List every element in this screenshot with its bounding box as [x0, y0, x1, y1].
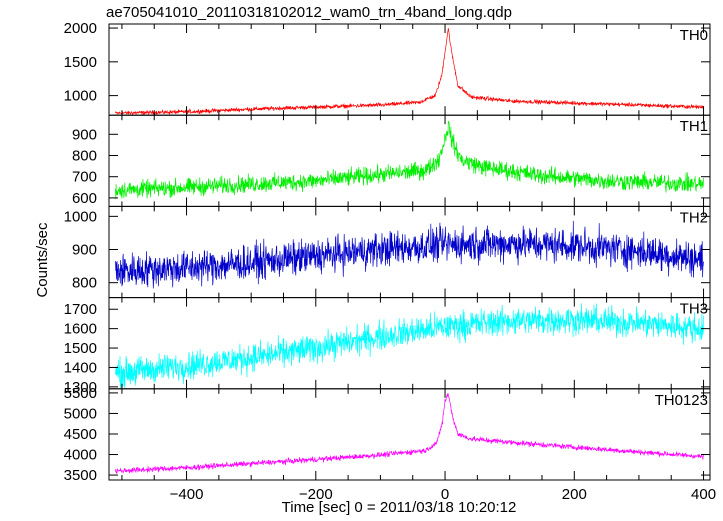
x-tick-label: −400	[170, 486, 204, 503]
y-tick-label: 900	[72, 126, 97, 143]
series-th0123	[115, 392, 704, 474]
panel-th0123: TH0123 3500 4000 4500 5000 5500	[64, 385, 711, 484]
panel-frame	[108, 297, 711, 390]
y-tick-label: 3500	[64, 467, 97, 484]
y-tick-label: 1500	[64, 340, 97, 357]
x-tick-label: 400	[691, 486, 716, 503]
series-th0	[115, 28, 704, 116]
y-tick-label: 1600	[64, 321, 97, 338]
y-tick-label: 1700	[64, 301, 97, 318]
x-tick-label: 200	[562, 486, 587, 503]
y-tick-label: 700	[72, 169, 97, 186]
y-tick-label: 800	[72, 275, 97, 292]
panel-label: TH2	[680, 209, 708, 226]
panel-label: TH0123	[655, 392, 708, 409]
chart-title: ae705041010_20110318102012_wam0_trn_4ban…	[106, 4, 512, 21]
panels: TH0100015002000TH1600700800900TH28009001…	[64, 20, 716, 503]
y-axis-label: Counts/sec	[34, 222, 51, 298]
panel-frame	[108, 23, 711, 116]
panel-th3: TH3 1300 1400 1500 1600 1700	[64, 297, 711, 396]
y-tick-label: 900	[72, 242, 97, 259]
panel-label: TH3	[680, 301, 708, 318]
y-tick-label: 1000	[64, 88, 97, 105]
series-th1	[115, 120, 704, 200]
series-th2	[115, 220, 704, 289]
panel-label: TH0	[680, 27, 708, 44]
panel-th2: TH2 800 900 1000	[64, 205, 711, 299]
y-tick-label: 5500	[64, 385, 97, 402]
y-tick-label: 4000	[64, 447, 97, 464]
y-tick-label: 1300	[64, 379, 97, 396]
y-tick-label: 2000	[64, 20, 97, 37]
x-axis-label: Time [sec] 0 = 2011/03/18 10:20:12	[282, 499, 517, 516]
y-tick-label: 5000	[64, 405, 97, 422]
y-tick-label: 800	[72, 147, 97, 164]
y-tick-label: 1400	[64, 359, 97, 376]
panel-th1: TH1 600 700 800 900	[72, 114, 711, 207]
panel-frame	[108, 114, 711, 207]
y-tick-label: 1500	[64, 54, 97, 71]
panel-label: TH1	[680, 118, 708, 135]
panel-th0: TH0 1000 1500 2000	[64, 20, 711, 116]
y-tick-label: 600	[72, 190, 97, 207]
x-tick-label: 0	[441, 486, 449, 503]
x-tick-label: −200	[299, 486, 333, 503]
y-tick-label: 4500	[64, 426, 97, 443]
y-tick-label: 1000	[64, 208, 97, 225]
series-th3	[115, 303, 704, 389]
